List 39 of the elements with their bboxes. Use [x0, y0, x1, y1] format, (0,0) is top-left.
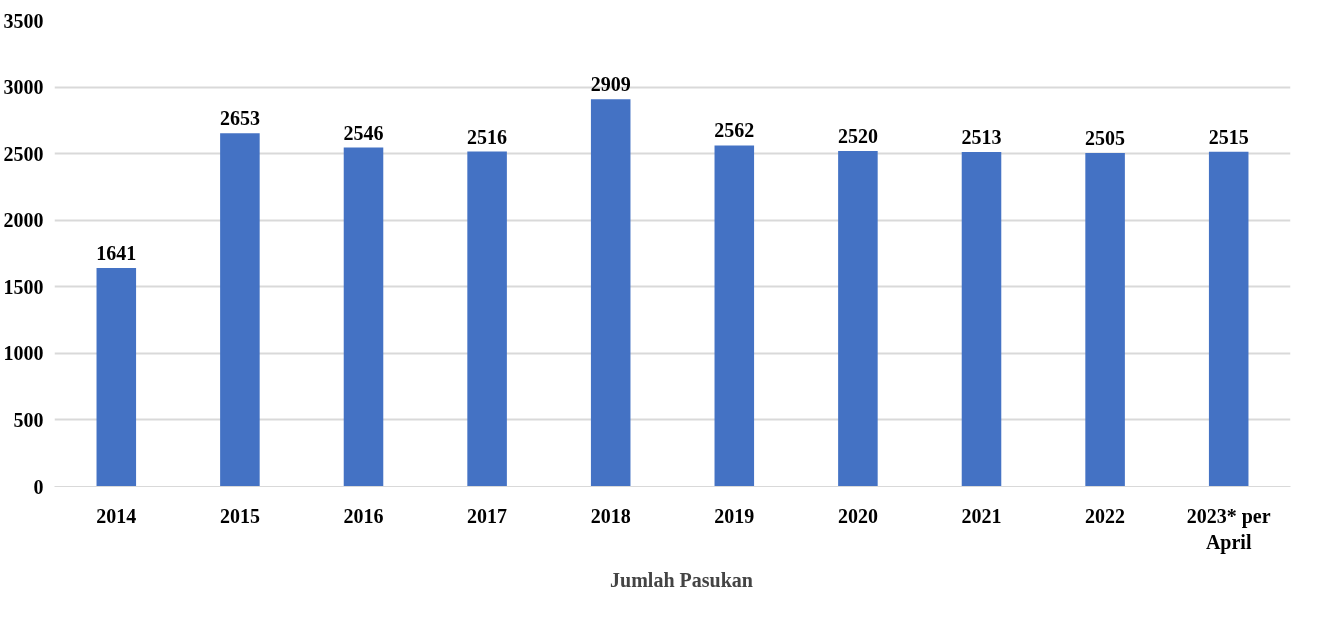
bar — [714, 145, 755, 487]
x-tick-label: 2017 — [467, 504, 508, 527]
data-label: 2513 — [961, 125, 1002, 148]
y-tick-label: 2500 — [3, 142, 44, 165]
x-tick-label: 2023* per April — [1186, 504, 1271, 554]
bar — [467, 151, 507, 487]
y-tick-label: 3000 — [3, 76, 44, 99]
x-tick-label: 2020 — [837, 504, 878, 527]
data-label: 2653 — [219, 107, 260, 130]
data-label: 2520 — [837, 124, 878, 147]
bar — [961, 151, 1002, 487]
text: Jumlah Pasukan — [610, 568, 753, 592]
x-tick-label: 2021 — [961, 504, 1002, 527]
bar — [1208, 151, 1249, 487]
bar — [590, 99, 631, 487]
data-label: 2505 — [1085, 126, 1126, 149]
y-tick-label: 1500 — [3, 275, 44, 298]
bar — [220, 133, 260, 487]
data-label: 2909 — [590, 73, 631, 96]
data-label: 2546 — [343, 121, 384, 144]
x-tick-label: 2016 — [343, 504, 384, 527]
bar — [96, 268, 137, 487]
x-tick-label: 2015 — [219, 504, 260, 527]
x-tick-label: 2014 — [96, 504, 137, 527]
y-tick-label: 0 — [33, 475, 44, 498]
x-tick-label: 2019 — [714, 504, 755, 527]
x-tick-label: 2018 — [590, 504, 631, 527]
y-tick-label: 1000 — [3, 342, 44, 365]
y-tick-label: 2000 — [3, 209, 44, 232]
bar — [1085, 152, 1125, 487]
bar — [343, 147, 384, 487]
data-label: 2515 — [1208, 125, 1249, 148]
bar — [838, 150, 878, 487]
x-tick-label: 2022 — [1085, 504, 1126, 527]
data-label: 1641 — [96, 242, 137, 265]
y-tick-label: 500 — [13, 408, 44, 431]
y-tick-label: 3500 — [3, 9, 44, 32]
data-label: 2516 — [467, 125, 508, 148]
data-label: 2562 — [714, 119, 755, 142]
